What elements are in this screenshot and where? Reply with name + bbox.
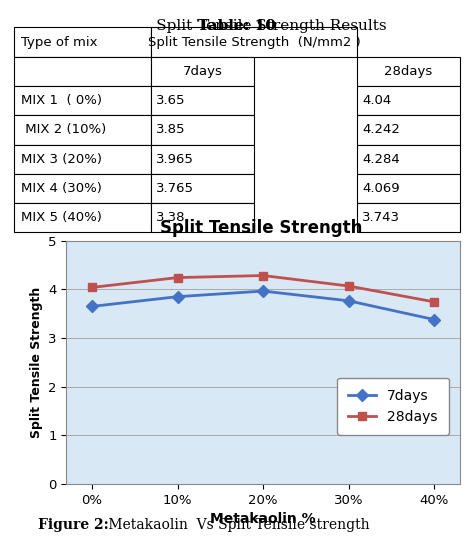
28days — [346, 283, 351, 289]
7days — [431, 316, 437, 323]
28days — [260, 272, 266, 279]
Text: Figure 2:: Figure 2: — [38, 517, 109, 532]
Text: Metakaolin  Vs Split Tensile strength: Metakaolin Vs Split Tensile strength — [104, 517, 370, 532]
Text: Split Tensile Strength Results: Split Tensile Strength Results — [88, 19, 386, 33]
28days — [431, 299, 437, 305]
7days — [89, 303, 95, 310]
Text: Table: 10: Table: 10 — [198, 19, 276, 33]
Y-axis label: Split Tensile Strength: Split Tensile Strength — [29, 287, 43, 438]
Line: 7days: 7days — [88, 287, 438, 324]
Text: Split Tensile Strength: Split Tensile Strength — [160, 219, 362, 237]
7days — [175, 293, 181, 300]
7days — [260, 288, 266, 294]
28days — [89, 284, 95, 290]
X-axis label: Metakaolin %: Metakaolin % — [210, 513, 316, 526]
7days — [346, 298, 351, 304]
28days — [175, 274, 181, 281]
Line: 28days: 28days — [88, 271, 438, 306]
Legend: 7days, 28days: 7days, 28days — [337, 377, 449, 435]
